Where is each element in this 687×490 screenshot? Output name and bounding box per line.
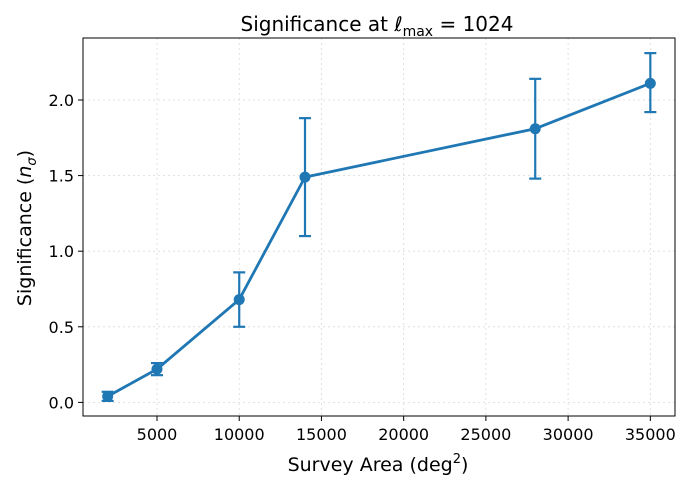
series-line — [106, 82, 651, 398]
chart-title-suffix: = 1024 — [433, 12, 513, 36]
y-tick-label: 0.0 — [49, 393, 74, 412]
y-axis-title-symbol: n — [14, 166, 36, 178]
plot-frame — [82, 37, 676, 417]
x-tick-label: 35000 — [625, 425, 676, 444]
y-tick-label: 2.0 — [49, 91, 74, 110]
y-tick-label: 1.5 — [49, 167, 74, 186]
data-point — [102, 390, 114, 402]
data-point — [233, 294, 245, 306]
chart-title-symbol: ℓ — [393, 12, 402, 36]
y-axis-title: Significance (nσ) — [14, 150, 40, 306]
x-tick-label: 25000 — [460, 425, 511, 444]
x-tick-label: 15000 — [296, 425, 347, 444]
data-point — [529, 123, 541, 135]
x-tick-label: 30000 — [543, 425, 594, 444]
data-point — [151, 363, 163, 375]
y-tick-label: 0.5 — [49, 318, 74, 337]
x-axis-title-main: Survey Area (deg — [288, 454, 453, 476]
y-axis-title-main: Significance ( — [14, 178, 36, 306]
series-layer — [101, 52, 657, 402]
x-axis-title-sup: 2 — [453, 452, 461, 467]
y-tick-label: 1.0 — [49, 242, 74, 261]
chart-title-prefix: Significance at — [241, 12, 395, 36]
y-axis-title-end: ) — [14, 150, 36, 157]
x-tick-label: 20000 — [378, 425, 429, 444]
grid — [83, 38, 675, 416]
chart-title: Significance at ℓmax = 1024 — [241, 12, 514, 40]
x-tick-label: 10000 — [214, 425, 265, 444]
x-axis-title: Survey Area (deg2) — [288, 452, 469, 476]
data-point — [644, 77, 656, 89]
x-axis-title-end: ) — [461, 454, 468, 476]
y-axis-title-sub: σ — [25, 157, 40, 166]
data-point — [299, 171, 311, 183]
axes: 5000 10000 15000 20000 25000 30000 35000 0.0 0.5… — [49, 91, 676, 444]
x-tick-label: 5000 — [137, 425, 178, 444]
chart-title-subscript: max — [403, 24, 434, 40]
